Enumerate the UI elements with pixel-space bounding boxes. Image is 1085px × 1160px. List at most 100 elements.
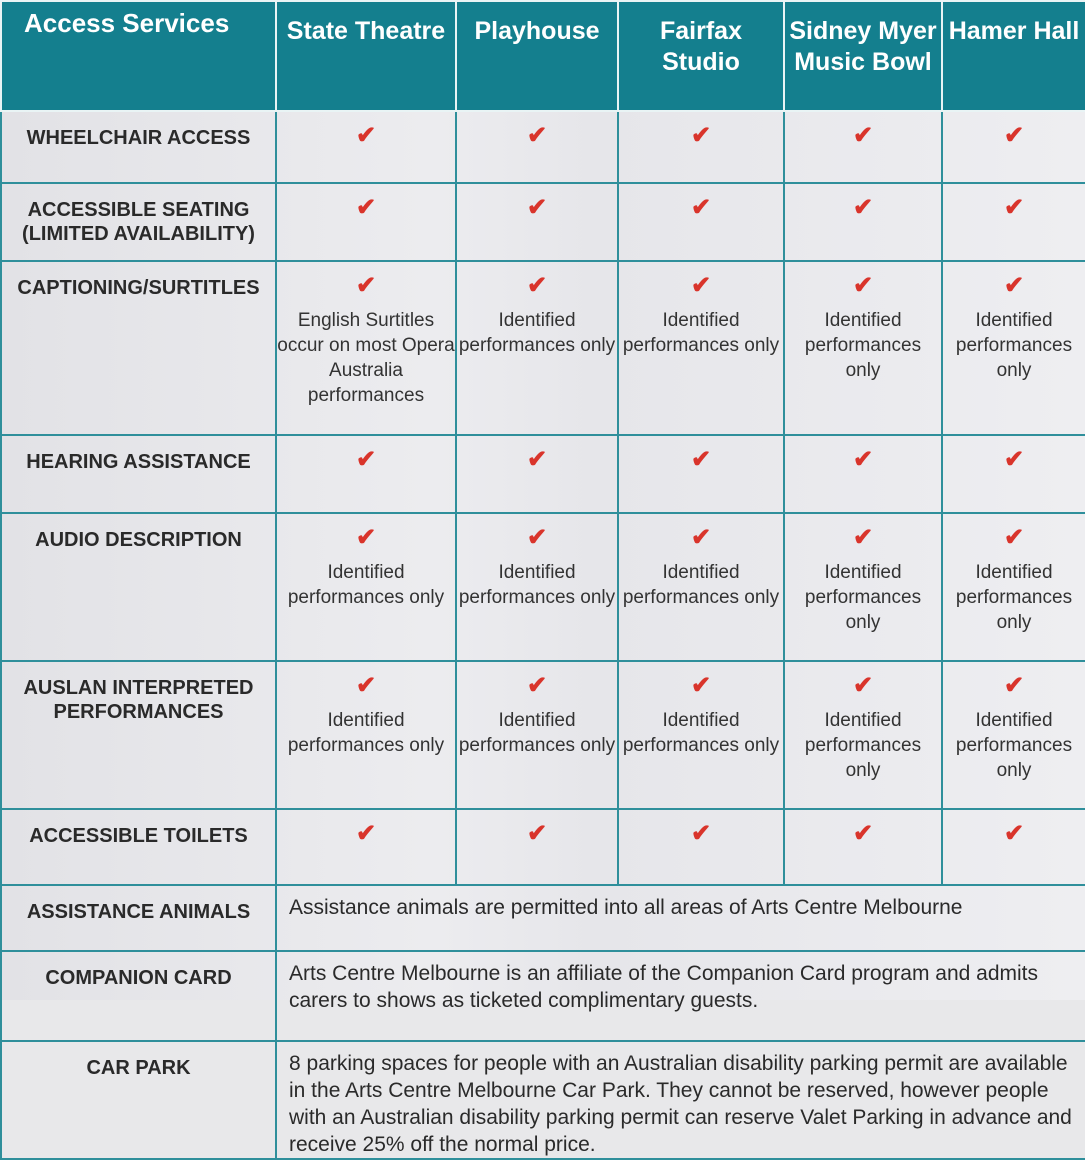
assistance-animals-text: Assistance animals are permitted into al… xyxy=(275,884,1085,952)
companion-card-text: Arts Centre Melbourne is an affiliate of… xyxy=(275,950,1085,1042)
cell: ✔ xyxy=(783,110,943,184)
check-icon: ✔ xyxy=(526,446,548,473)
table-row: HEARING ASSISTANCE ✔ ✔ ✔ ✔ ✔ xyxy=(0,434,1085,514)
cell: ✔ xyxy=(783,182,943,262)
access-services-heading: Access Services xyxy=(0,0,277,112)
cell: ✔ xyxy=(455,110,619,184)
cell: ✔ Identified performances only xyxy=(941,260,1085,436)
cell: ✔ xyxy=(617,110,785,184)
row-label-wheelchair-access: WHEELCHAIR ACCESS xyxy=(0,110,277,184)
venue-fairfax-studio: Fairfax Studio xyxy=(617,0,785,112)
check-icon: ✔ xyxy=(1003,194,1025,221)
cell: ✔ xyxy=(617,808,785,886)
check-icon: ✔ xyxy=(355,524,377,551)
table-row: AUSLAN INTERPRETED PERFORMANCES ✔ Identif… xyxy=(0,660,1085,810)
cell: ✔ xyxy=(455,182,619,262)
cell-note: Identified performances only xyxy=(622,310,780,356)
cell-note: Identified performances only xyxy=(622,562,780,608)
check-icon: ✔ xyxy=(690,672,712,699)
row-label-assistance-animals: ASSISTANCE ANIMALS xyxy=(0,884,277,952)
venue-hamer-hall: Hamer Hall xyxy=(941,0,1085,112)
check-icon: ✔ xyxy=(1003,272,1025,299)
cell: ✔ xyxy=(275,808,457,886)
check-icon: ✔ xyxy=(852,672,874,699)
cell-note: Identified performances only xyxy=(804,310,922,381)
check-icon: ✔ xyxy=(852,446,874,473)
check-icon: ✔ xyxy=(852,272,874,299)
venue-state-theatre: State Theatre xyxy=(275,0,457,112)
cell: ✔ Identified performances only xyxy=(617,660,785,810)
table-row: ASSISTANCE ANIMALS Assistance animals ar… xyxy=(0,884,1085,952)
table-row: CAPTIONING/SURTITLES ✔ English Surtitles … xyxy=(0,260,1085,436)
check-icon: ✔ xyxy=(690,194,712,221)
table-row: COMPANION CARD Arts Centre Melbourne is … xyxy=(0,950,1085,1042)
cell: ✔ Identified performances only xyxy=(455,260,619,436)
cell: ✔ Identified performances only xyxy=(783,660,943,810)
check-icon: ✔ xyxy=(526,194,548,221)
cell: ✔ xyxy=(941,808,1085,886)
check-icon: ✔ xyxy=(355,446,377,473)
cell-note: Identified performances only xyxy=(458,710,616,756)
cell: ✔ Identified performances only xyxy=(275,660,457,810)
check-icon: ✔ xyxy=(852,194,874,221)
cell: ✔ xyxy=(941,110,1085,184)
cell-note: Identified performances only xyxy=(955,310,1073,381)
check-icon: ✔ xyxy=(526,820,548,847)
check-icon: ✔ xyxy=(1003,672,1025,699)
check-icon: ✔ xyxy=(355,122,377,149)
check-icon: ✔ xyxy=(852,524,874,551)
row-label-auslan-interpreted: AUSLAN INTERPRETED PERFORMANCES xyxy=(0,660,277,810)
cell-note: Identified performances only xyxy=(804,710,922,781)
cell: ✔ xyxy=(617,182,785,262)
cell: ✔ xyxy=(275,182,457,262)
venue-playhouse: Playhouse xyxy=(455,0,619,112)
row-label-hearing-assistance: HEARING ASSISTANCE xyxy=(0,434,277,514)
row-label-car-park: CAR PARK xyxy=(0,1040,277,1160)
cell: ✔ Identified performances only xyxy=(455,660,619,810)
cell: ✔ xyxy=(941,434,1085,514)
cell-note: Identified performances only xyxy=(804,562,922,633)
cell: ✔ English Surtitles occur on most Opera A… xyxy=(275,260,457,436)
cell-note: Identified performances only xyxy=(458,310,616,356)
cell: ✔ xyxy=(275,434,457,514)
check-icon: ✔ xyxy=(1003,446,1025,473)
cell-note: Identified performances only xyxy=(955,710,1073,781)
check-icon: ✔ xyxy=(690,446,712,473)
check-icon: ✔ xyxy=(526,672,548,699)
cell: ✔ Identified performances only xyxy=(455,512,619,662)
cell-note: Identified performances only xyxy=(287,710,445,756)
cell-note: Identified performances only xyxy=(622,710,780,756)
table-row: WHEELCHAIR ACCESS ✔ ✔ ✔ ✔ ✔ xyxy=(0,110,1085,184)
table-row: ACCESSIBLE TOILETS ✔ ✔ ✔ ✔ ✔ xyxy=(0,808,1085,886)
cell: ✔ Identified performances only xyxy=(783,260,943,436)
cell: ✔ Identified performances only xyxy=(783,512,943,662)
cell: ✔ xyxy=(617,434,785,514)
row-label-accessible-seating: ACCESSIBLE SEATING (LIMITED AVAILABILITY… xyxy=(0,182,277,262)
cell: ✔ xyxy=(455,434,619,514)
cell-note: Identified performances only xyxy=(287,562,445,608)
cell: ✔ xyxy=(783,808,943,886)
table-row: ACCESSIBLE SEATING (LIMITED AVAILABILITY… xyxy=(0,182,1085,262)
cell: ✔ Identified performances only xyxy=(941,512,1085,662)
cell: ✔ xyxy=(941,182,1085,262)
cell: ✔ Identified performances only xyxy=(617,260,785,436)
check-icon: ✔ xyxy=(690,820,712,847)
cell-note: Identified performances only xyxy=(458,562,616,608)
check-icon: ✔ xyxy=(852,820,874,847)
check-icon: ✔ xyxy=(690,524,712,551)
venue-sidney-myer-music-bowl: Sidney Myer Music Bowl xyxy=(783,0,943,112)
row-label-companion-card: COMPANION CARD xyxy=(0,950,277,1042)
cell: ✔ xyxy=(275,110,457,184)
check-icon: ✔ xyxy=(690,272,712,299)
cell: ✔ xyxy=(783,434,943,514)
table-row: AUDIO DESCRIPTION ✔ Identified performanc… xyxy=(0,512,1085,662)
table-row: CAR PARK 8 parking spaces for people wit… xyxy=(0,1040,1085,1160)
check-icon: ✔ xyxy=(526,272,548,299)
check-icon: ✔ xyxy=(1003,524,1025,551)
row-label-captioning: CAPTIONING/SURTITLES xyxy=(0,260,277,436)
check-icon: ✔ xyxy=(526,524,548,551)
venue-sidney-myer-label: Sidney Myer Music Bowl xyxy=(789,17,937,76)
row-label-accessible-seating-text: ACCESSIBLE SEATING (LIMITED AVAILABILITY… xyxy=(22,199,255,245)
